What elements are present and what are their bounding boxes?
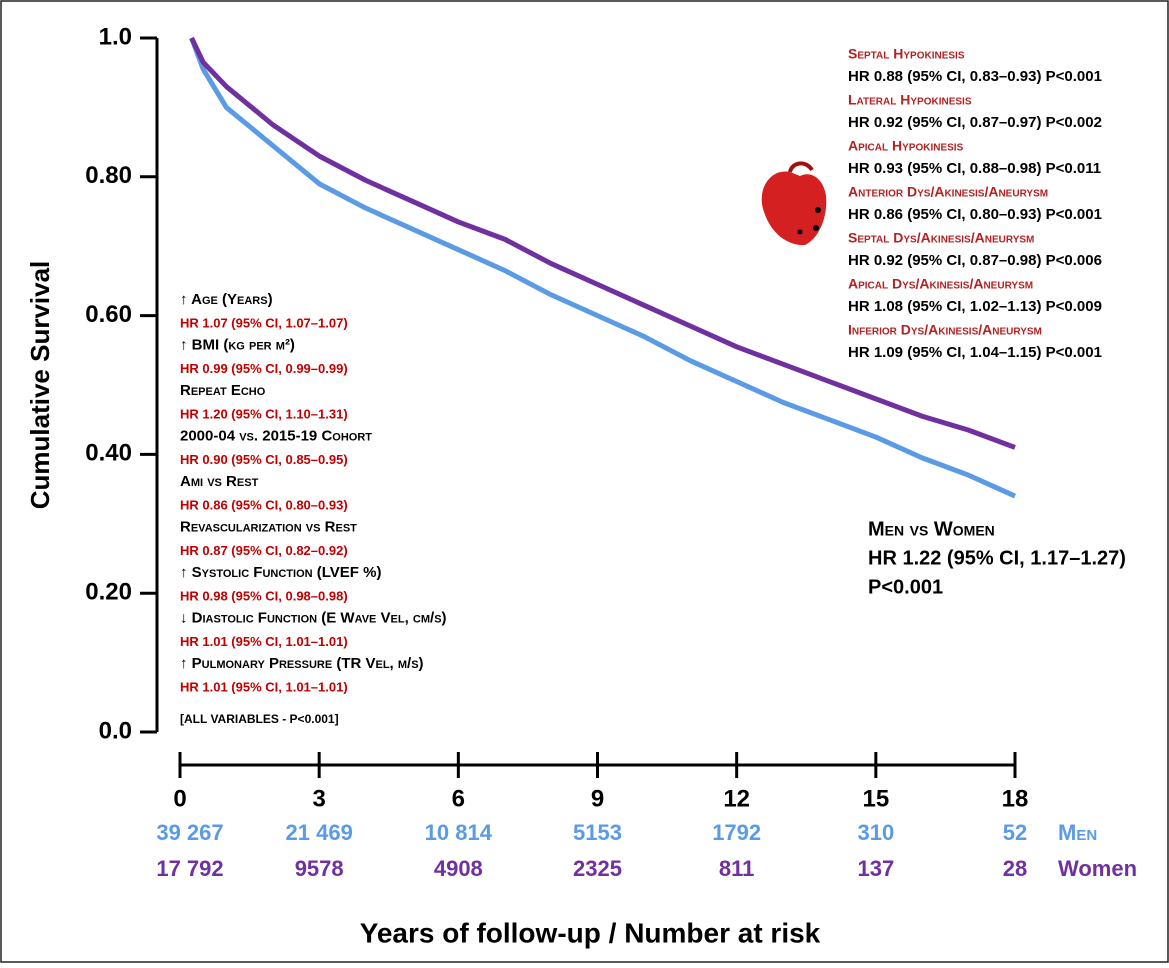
wall-motion-label: Septal Hypokinesis bbox=[848, 46, 965, 62]
factor-label: ↑ Systolic Function (LVEF %) bbox=[180, 564, 381, 581]
wall-motion-label: Apical Dys/Akinesis/Aneurysm bbox=[848, 276, 1033, 292]
at-risk-count: 17 792 bbox=[156, 856, 223, 881]
wall-motion-hr: HR 0.93 (95% CI, 0.88–0.98) P<0.011 bbox=[848, 160, 1101, 177]
factor-hr: HR 0.90 (95% CI, 0.85–0.95) bbox=[180, 452, 348, 467]
wall-motion-label: Lateral Hypokinesis bbox=[848, 92, 972, 108]
factor-label: Revascularization vs Rest bbox=[180, 518, 357, 535]
factor-label: Ami vs Rest bbox=[180, 473, 259, 490]
y-tick-label: 0.0 bbox=[99, 717, 132, 744]
comparison-text: P<0.001 bbox=[868, 576, 943, 598]
at-risk-count: 310 bbox=[857, 820, 894, 845]
y-tick-label: 0.80 bbox=[85, 162, 132, 189]
y-tick-label: 0.20 bbox=[85, 579, 132, 606]
wall-motion-hr: HR 0.92 (95% CI, 0.87–0.97) P<0.002 bbox=[848, 114, 1102, 131]
y-tick-label: 0.60 bbox=[85, 301, 132, 328]
at-risk-count: 21 469 bbox=[286, 820, 353, 845]
x-axis-title: Years of follow-up / Number at risk bbox=[360, 917, 821, 948]
wall-motion-hr: HR 0.92 (95% CI, 0.87–0.98) P<0.006 bbox=[848, 252, 1102, 269]
factor-hr: HR 0.98 (95% CI, 0.98–0.98) bbox=[180, 588, 348, 603]
y-tick-label: 0.40 bbox=[85, 440, 132, 467]
wall-motion-label: Anterior Dys/Akinesis/Aneurysm bbox=[848, 184, 1048, 200]
at-risk-count: 1792 bbox=[712, 820, 761, 845]
x-tick-label: 6 bbox=[452, 785, 465, 812]
at-risk-count: 5153 bbox=[573, 820, 622, 845]
wall-motion-hr: HR 1.08 (95% CI, 1.02–1.13) P<0.009 bbox=[848, 298, 1102, 315]
factor-hr: HR 0.99 (95% CI, 0.99–0.99) bbox=[180, 361, 348, 376]
factor-label: ↑ Age (Years) bbox=[180, 291, 273, 308]
at-risk-count: 2325 bbox=[573, 856, 622, 881]
wall-motion-label: Inferior Dys/Akinesis/Aneurysm bbox=[848, 322, 1042, 338]
footnote: [ALL VARIABLES - P<0.001] bbox=[180, 712, 339, 726]
x-tick-label: 18 bbox=[1002, 785, 1029, 812]
at-risk-count: 811 bbox=[719, 856, 755, 881]
factor-label: Repeat Echo bbox=[180, 382, 266, 399]
comparison-text: HR 1.22 (95% CI, 1.17–1.27) bbox=[868, 547, 1126, 569]
x-tick-label: 12 bbox=[723, 785, 750, 812]
wall-motion-hr: HR 0.88 (95% CI, 0.83–0.93) P<0.001 bbox=[848, 68, 1102, 85]
wall-motion-hr: HR 1.09 (95% CI, 1.04–1.15) P<0.001 bbox=[848, 344, 1102, 361]
at-risk-count: 4908 bbox=[434, 856, 483, 881]
factor-label: 2000-04 vs. 2015-19 Cohort bbox=[180, 427, 372, 444]
x-tick-label: 15 bbox=[862, 785, 889, 812]
wall-motion-label: Septal Dys/Akinesis/Aneurysm bbox=[848, 230, 1034, 246]
at-risk-count: 137 bbox=[857, 856, 894, 881]
chart: Cumulative Survival Years of follow-up /… bbox=[0, 0, 1169, 963]
at-risk-count: 28 bbox=[1003, 856, 1027, 881]
x-tick-label: 0 bbox=[173, 785, 186, 812]
factor-label: ↓ Diastolic Function (E Wave Vel, cm/s) bbox=[180, 609, 447, 626]
at-risk-count: 52 bbox=[1003, 820, 1027, 845]
factor-hr: HR 1.20 (95% CI, 1.10–1.31) bbox=[180, 406, 348, 421]
factor-label: ↑ Pulmonary Pressure (TR Vel, m/s) bbox=[180, 655, 424, 672]
factor-hr: HR 0.86 (95% CI, 0.80–0.93) bbox=[180, 497, 348, 512]
factor-hr: HR 1.07 (95% CI, 1.07–1.07) bbox=[180, 315, 348, 330]
wall-motion-label: Apical Hypokinesis bbox=[848, 138, 964, 154]
comparison-text: Men vs Women bbox=[868, 518, 995, 540]
at-risk-count: 39 267 bbox=[156, 820, 223, 845]
factor-hr: HR 1.01 (95% CI, 1.01–1.01) bbox=[180, 634, 348, 649]
legend-label: Men bbox=[1058, 820, 1097, 845]
at-risk-count: 10 814 bbox=[425, 820, 493, 845]
frame bbox=[1, 1, 1168, 962]
factor-label: ↑ BMI (kg per m²) bbox=[180, 336, 295, 353]
wall-motion-hr: HR 0.86 (95% CI, 0.80–0.93) P<0.001 bbox=[848, 206, 1102, 223]
y-tick-label: 1.0 bbox=[99, 23, 132, 50]
factor-hr: HR 1.01 (95% CI, 1.01–1.01) bbox=[180, 679, 348, 694]
legend-label: Women bbox=[1058, 856, 1137, 881]
x-tick-label: 3 bbox=[312, 785, 325, 812]
x-tick-label: 9 bbox=[591, 785, 604, 812]
factor-hr: HR 0.87 (95% CI, 0.82–0.92) bbox=[180, 543, 348, 558]
at-risk-count: 9578 bbox=[295, 856, 344, 881]
y-axis-title: Cumulative Survival bbox=[25, 261, 55, 510]
